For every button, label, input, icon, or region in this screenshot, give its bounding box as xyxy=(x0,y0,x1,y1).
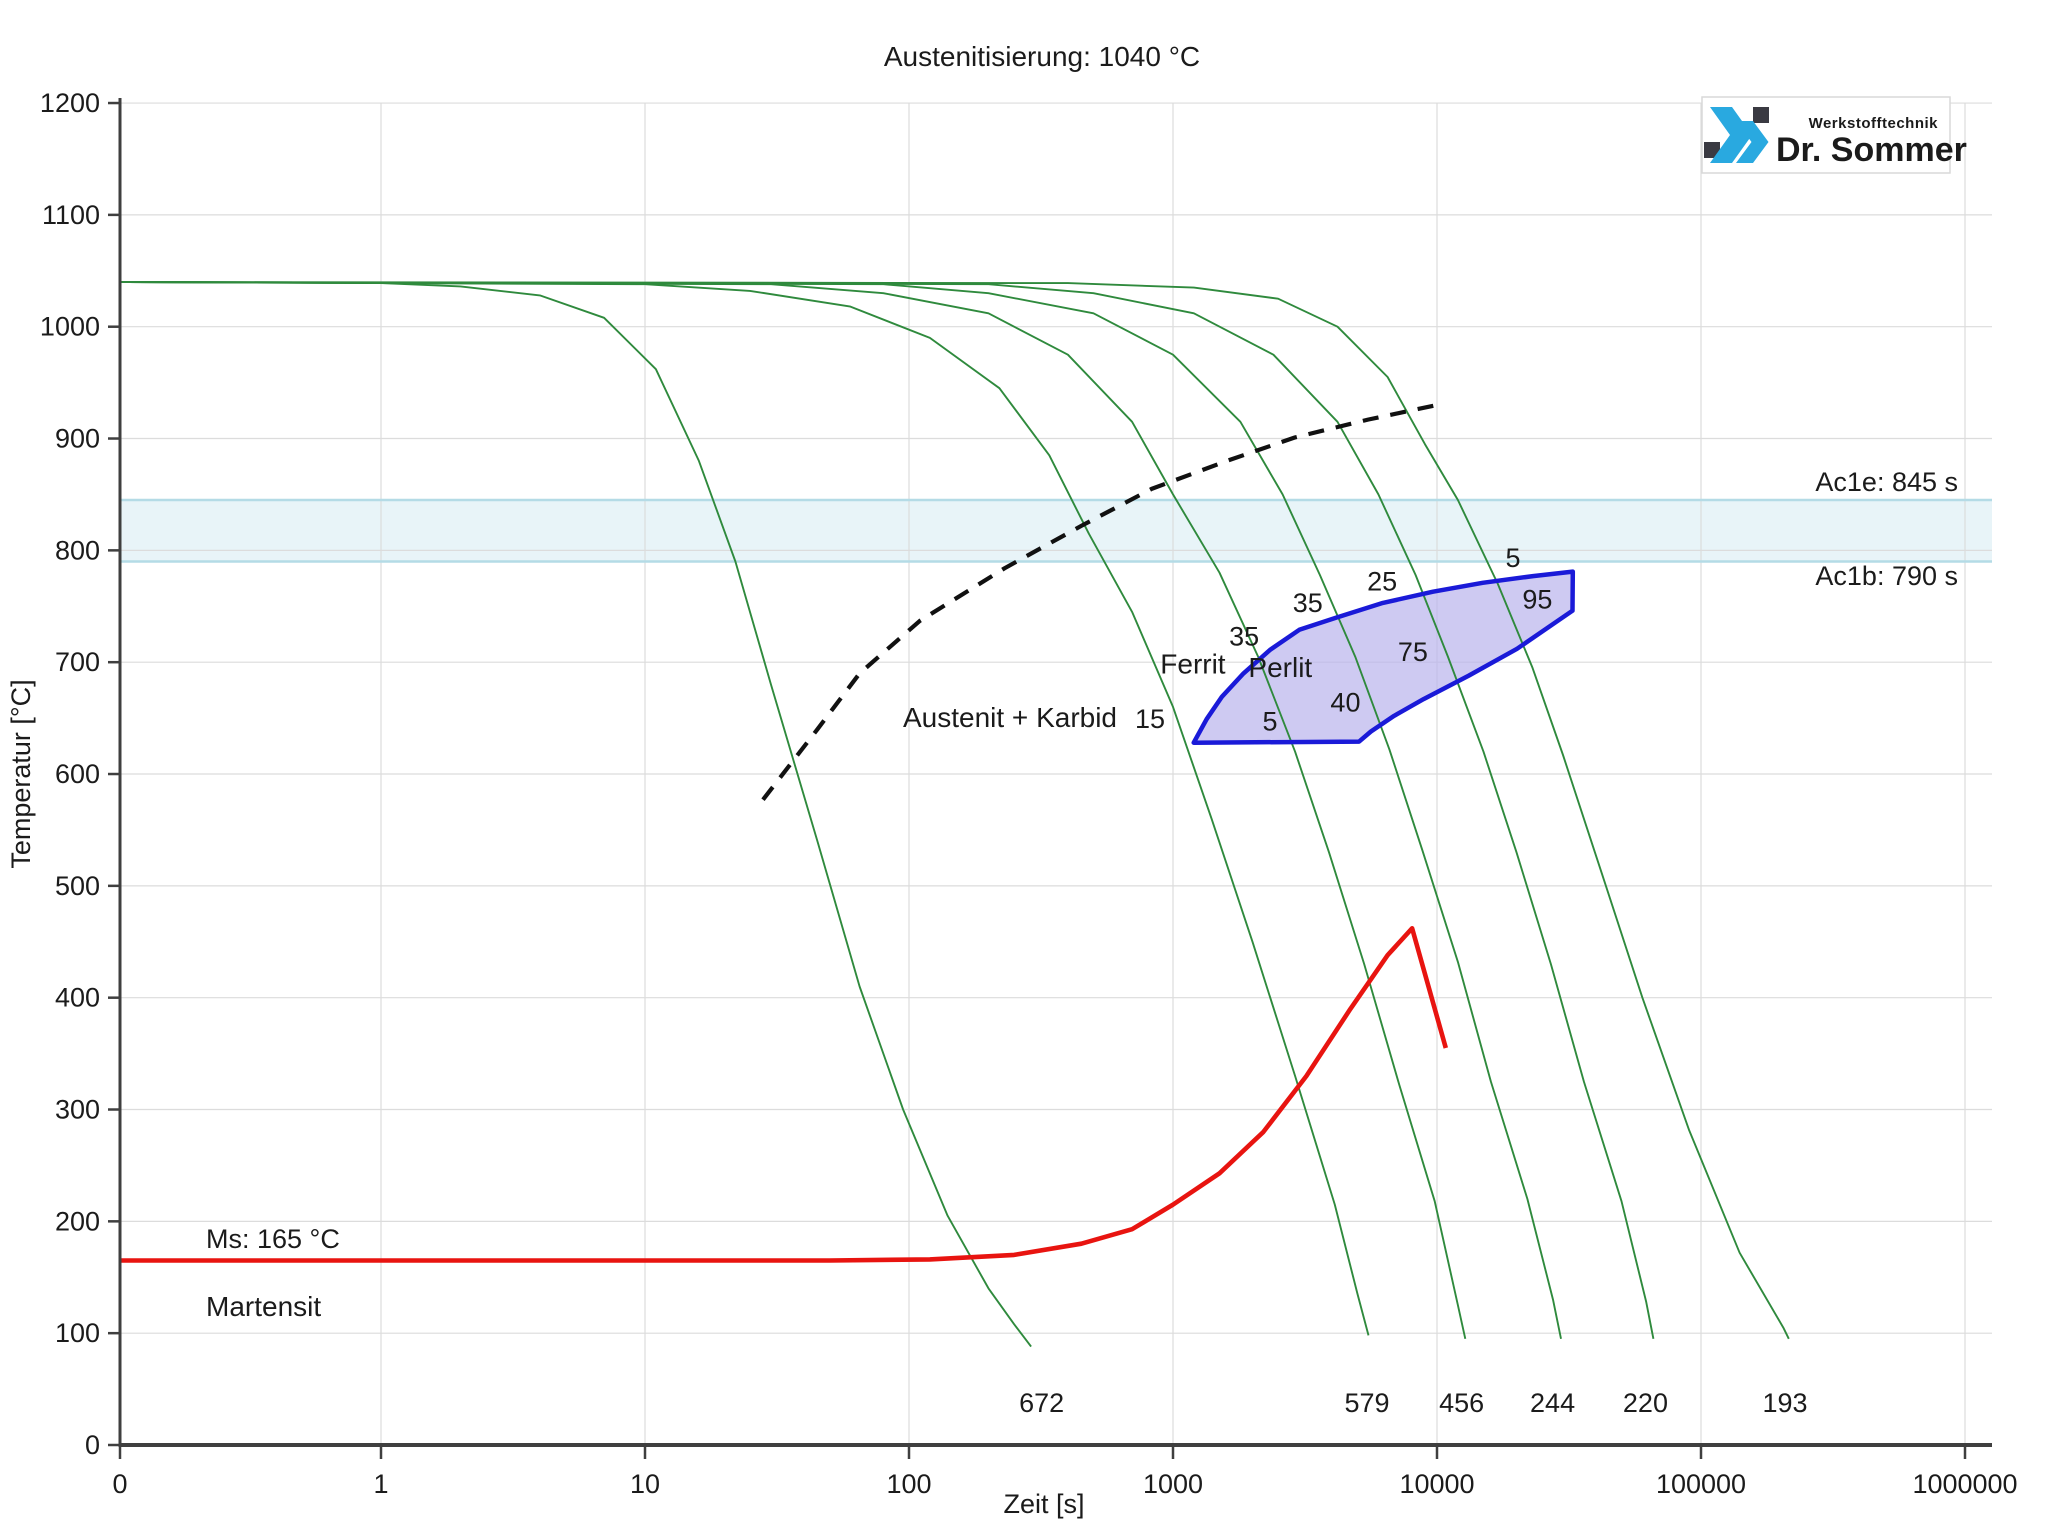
ac-temperature-band xyxy=(120,500,1992,562)
hardness-value-label: 456 xyxy=(1439,1388,1484,1418)
perlite-region-border xyxy=(1191,569,1576,745)
phase-label: Ferrit xyxy=(1160,648,1226,679)
ac-band-fill xyxy=(120,500,1992,562)
dr-sommer-logo: Werkstofftechnik Dr. Sommer xyxy=(1701,96,1967,174)
y-tick-label: 0 xyxy=(85,1430,100,1460)
y-tick-label: 900 xyxy=(55,424,100,454)
y-tick-label: 800 xyxy=(55,535,100,565)
percent-label: 15 xyxy=(1135,704,1165,734)
hardness-value-label: 672 xyxy=(1019,1388,1064,1418)
dynamic-labels: 0100200300400500600700800900100011001200… xyxy=(40,88,2018,1499)
x-tick-label: 10 xyxy=(630,1469,660,1499)
percent-label: 5 xyxy=(1262,706,1277,736)
y-tick-label: 600 xyxy=(55,759,100,789)
y-tick-label: 400 xyxy=(55,983,100,1013)
percent-label: 25 xyxy=(1367,567,1397,597)
y-axis-title: Temperatur [°C] xyxy=(6,679,36,868)
percent-label: 95 xyxy=(1522,585,1552,615)
logo-tagline: Werkstofftechnik xyxy=(1809,115,1939,132)
phase-label: Perlit xyxy=(1248,652,1312,683)
percent-label: 5 xyxy=(1505,543,1520,573)
x-tick-label: 1000 xyxy=(1143,1469,1203,1499)
hardness-value-label: 220 xyxy=(1623,1388,1668,1418)
ac1b-label: Ac1b: 790 s xyxy=(1815,561,1958,591)
percent-label: 35 xyxy=(1293,588,1323,618)
y-tick-label: 1000 xyxy=(40,312,100,342)
cooling-curve xyxy=(119,281,1790,1340)
y-tick-label: 300 xyxy=(55,1095,100,1125)
x-tick-label: 1 xyxy=(373,1469,388,1499)
y-tick-label: 500 xyxy=(55,871,100,901)
ac-band-edges xyxy=(120,498,1992,563)
cooling-curve xyxy=(119,281,1370,1336)
x-tick-label: 100000 xyxy=(1656,1469,1746,1499)
percent-label: 35 xyxy=(1229,621,1259,651)
perlite-region-fill xyxy=(1193,571,1573,743)
martensite-label: Martensit xyxy=(206,1291,321,1322)
austenite-carbide-label: Austenit + Karbid xyxy=(903,702,1117,733)
cooling-curve xyxy=(119,281,1655,1339)
percent-label: 40 xyxy=(1330,687,1360,717)
logo-square-icon xyxy=(1704,142,1720,158)
y-tick-label: 100 xyxy=(55,1318,100,1348)
y-tick-label: 200 xyxy=(55,1206,100,1236)
austenite-carbide-curve xyxy=(761,402,1438,801)
axes xyxy=(108,98,1992,1459)
ms-red-curve xyxy=(120,926,1449,1263)
hardness-value-label: 244 xyxy=(1530,1388,1575,1418)
x-tick-label: 1000000 xyxy=(1912,1469,2017,1499)
grid-lines xyxy=(120,102,1992,1445)
y-tick-label: 700 xyxy=(55,647,100,677)
ms-quench-curve xyxy=(120,926,1449,1263)
austenite-carbide-boundary xyxy=(761,402,1438,801)
cooling-curve xyxy=(119,281,1032,1348)
hardness-value-label: 579 xyxy=(1344,1388,1389,1418)
cooling-curves xyxy=(119,281,1790,1348)
x-tick-label: 0 xyxy=(112,1469,127,1499)
x-tick-label: 10000 xyxy=(1399,1469,1474,1499)
y-tick-label: 1100 xyxy=(42,200,100,230)
ms-label: Ms: 165 °C xyxy=(206,1224,340,1254)
logo-chevron-icon xyxy=(1736,121,1769,163)
cooling-curve xyxy=(119,281,1562,1339)
ac1e-label: Ac1e: 845 s xyxy=(1815,467,1958,497)
perlite-region-area xyxy=(1193,571,1573,743)
logo-square-icon xyxy=(1753,107,1769,123)
hardness-value-label: 193 xyxy=(1762,1388,1807,1418)
x-tick-label: 100 xyxy=(886,1469,931,1499)
y-tick-label: 1200 xyxy=(40,88,100,118)
cooling-curve xyxy=(119,281,1467,1340)
x-axis-title: Zeit [s] xyxy=(1003,1489,1084,1519)
logo-brand: Dr. Sommer xyxy=(1776,131,1967,169)
percent-label: 75 xyxy=(1398,637,1428,667)
chart-title: Austenitisierung: 1040 °C xyxy=(884,41,1200,72)
perlite-region-outline xyxy=(1191,569,1576,745)
